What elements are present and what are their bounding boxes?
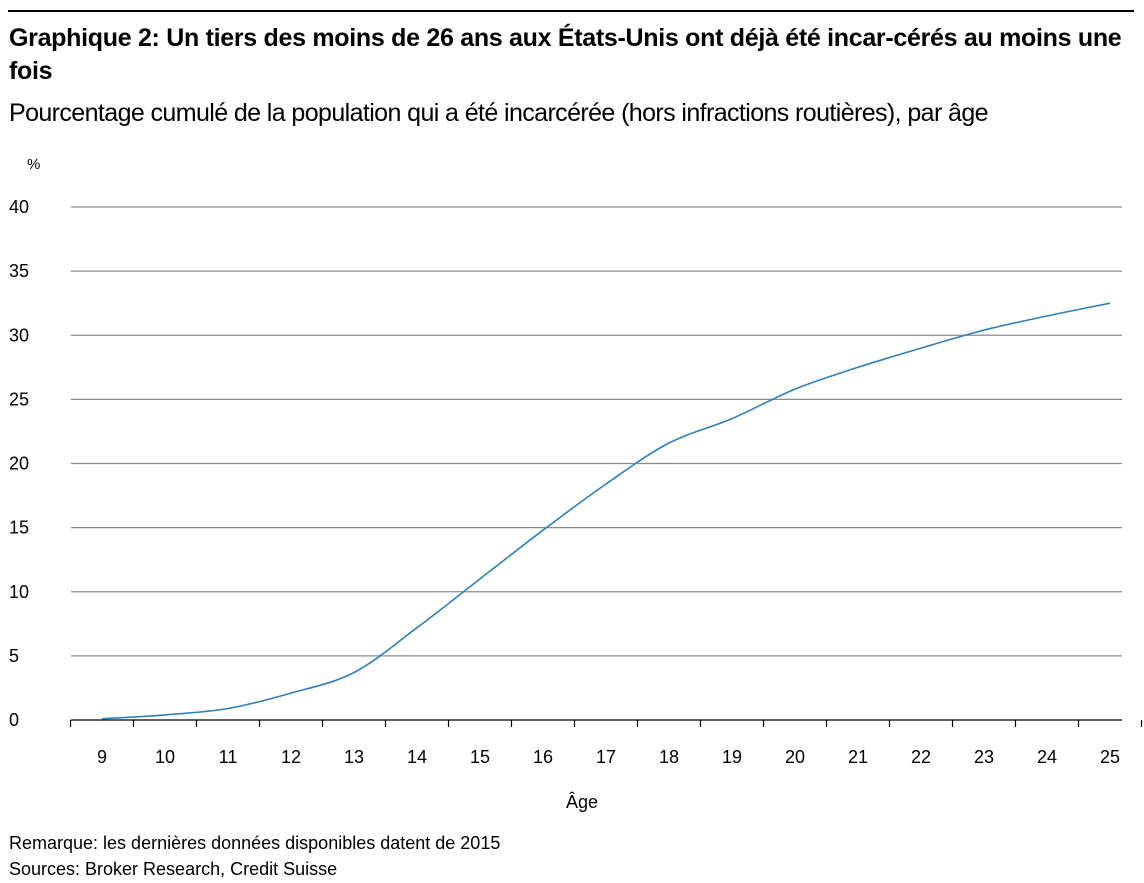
data-point: [226, 707, 229, 710]
data-point: [856, 366, 859, 369]
top-rule: [8, 10, 1134, 12]
gridlines: [71, 206, 1122, 657]
x-tick-label: 22: [911, 747, 931, 767]
data-point: [1108, 302, 1111, 305]
y-tick-label: 35: [9, 261, 29, 281]
y-tick-label: 20: [9, 454, 29, 474]
x-axis: 9 10 11 12 13 14 15 16 17 18 19 20 21 22 23 24 25: [69, 719, 1143, 767]
x-tick-label: 15: [470, 747, 490, 767]
data-point: [541, 529, 544, 532]
data-point: [667, 441, 670, 444]
data-point: [730, 417, 733, 420]
y-tick-label: 25: [9, 389, 29, 409]
footnote: Remarque: les dernières données disponib…: [9, 833, 501, 853]
y-tick-label: 30: [9, 325, 29, 345]
data-point: [604, 482, 607, 485]
series-group: [100, 302, 1111, 720]
data-point: [478, 577, 481, 580]
data-point: [352, 671, 355, 674]
data-point: [163, 713, 166, 716]
chart-footer: Remarque: les dernières données disponib…: [9, 830, 500, 882]
x-tick-label: 11: [219, 747, 238, 767]
y-axis-unit-label: %: [27, 156, 40, 173]
y-tick-label: 0: [9, 710, 19, 730]
x-tick-label: 24: [1037, 747, 1057, 767]
x-tick-label: 19: [722, 747, 742, 767]
y-tick-label: 5: [9, 646, 19, 666]
y-tick-label: 15: [9, 518, 29, 538]
x-tick-label: 9: [97, 747, 107, 767]
x-tick-label: 18: [659, 747, 679, 767]
x-tick-label: 17: [596, 747, 616, 767]
data-point: [289, 692, 292, 695]
x-tick-label: 23: [974, 747, 994, 767]
x-tick-label: 13: [344, 747, 364, 767]
data-point: [919, 347, 922, 350]
series-line-0: [101, 302, 1111, 720]
chart-title: Graphique 2: Un tiers des moins de 26 an…: [9, 24, 1122, 85]
data-point: [982, 329, 985, 332]
data-point: [793, 388, 796, 391]
x-tick-label: 16: [533, 747, 553, 767]
data-point: [1045, 314, 1048, 317]
y-axis: 0 5 10 15 20 25 30 35 40: [9, 197, 29, 730]
x-tick-label: 20: [785, 747, 805, 767]
x-axis-title: Âge: [566, 792, 598, 812]
x-tick-label: 10: [155, 747, 175, 767]
data-point: [415, 626, 418, 629]
x-tick-label: 21: [848, 747, 868, 767]
chart-subtitle: Pourcentage cumulé de la population qui …: [9, 99, 989, 127]
x-tick-label: 12: [281, 747, 301, 767]
x-tick-label: 14: [407, 747, 427, 767]
y-tick-label: 10: [9, 582, 29, 602]
y-tick-label: 40: [9, 197, 29, 217]
x-tick-label: 25: [1100, 747, 1120, 767]
source-note: Sources: Broker Research, Credit Suisse: [9, 859, 338, 879]
data-point: [100, 717, 103, 720]
